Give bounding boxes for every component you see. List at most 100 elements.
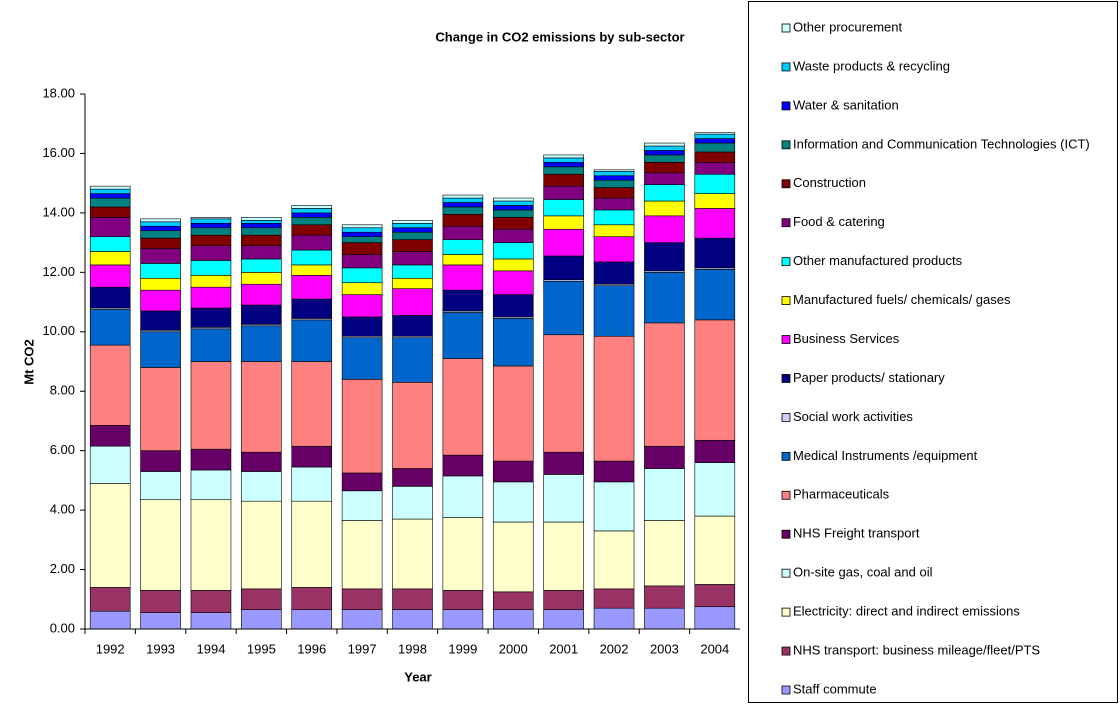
bar-segment (241, 220, 282, 224)
chart-title: Change in CO2 emissions by sub-sector (435, 29, 684, 44)
bar-segment (543, 185, 584, 200)
bar-segment (190, 218, 232, 224)
bar-segment (442, 590, 484, 610)
bar-segment (89, 483, 131, 588)
bar-segment (89, 193, 131, 199)
bar-segment (543, 162, 584, 168)
bar-segment (241, 325, 282, 362)
bar-segment (89, 217, 131, 237)
bar-segment (694, 269, 736, 321)
bar-segment (392, 251, 433, 266)
bar-segment (341, 337, 383, 380)
bar-segment (291, 587, 333, 610)
legend-label: Manufactured fuels/ chemicals/ gases (793, 292, 1011, 307)
bar-segment (89, 309, 131, 346)
bar-segment (694, 237, 736, 269)
bar-segment (543, 215, 584, 230)
bar-segment (140, 590, 181, 613)
bar-segment (341, 254, 383, 269)
bar-segment (442, 517, 484, 591)
bar-segment (291, 500, 333, 588)
bar-segment (644, 150, 685, 156)
bar-segment (644, 162, 685, 174)
bar-segment (644, 242, 685, 272)
bar-segment (140, 499, 181, 591)
bar-segment (492, 270, 534, 295)
bar-segment (392, 337, 433, 383)
y-tick-label: 0.00 (50, 620, 75, 635)
legend-swatch (781, 257, 791, 267)
y-tick-label: 2.00 (50, 561, 75, 576)
bar-segment (543, 255, 584, 281)
x-axis-label: Year (404, 669, 431, 684)
bar-segment (543, 154, 584, 159)
legend-label: Other manufactured products (793, 253, 963, 268)
bar-segment (392, 486, 433, 520)
bar-segment (442, 312, 484, 359)
bar-segment (291, 275, 333, 300)
bar-segment (543, 166, 584, 175)
legend-swatch (781, 101, 791, 111)
bar-segment (190, 260, 232, 276)
bar-segment (140, 612, 181, 630)
legend-swatch (781, 490, 791, 500)
bar-segment (190, 307, 232, 328)
legend-label: Waste products & recycling (793, 58, 950, 73)
bar-segment (442, 214, 484, 227)
bar-segment (694, 142, 736, 153)
bar-segment (190, 234, 232, 246)
bar-segment (291, 609, 333, 630)
bar-segment (593, 285, 635, 337)
bar-segment (442, 239, 484, 255)
bar-segment (694, 439, 736, 463)
bar-segment (190, 448, 232, 471)
bar-segment (392, 609, 433, 630)
bar-segment (492, 228, 534, 243)
bar-segment (543, 474, 584, 523)
bar-segment (442, 202, 484, 208)
legend-label: Construction (793, 175, 866, 190)
y-tick-label: 4.00 (50, 502, 75, 517)
bar-segment (492, 200, 534, 206)
legend-swatch (781, 413, 791, 422)
bar-segment (644, 520, 685, 587)
bar-segment (644, 607, 685, 630)
bar-segment (593, 170, 635, 177)
bar-segment (392, 468, 433, 487)
bar-segment (392, 288, 433, 316)
bar-segment (644, 468, 685, 521)
bar-segment (241, 217, 282, 221)
bar-segment (644, 585, 685, 609)
bar-segment (89, 445, 131, 484)
y-tick-label: 14.00 (42, 204, 75, 219)
legend-swatch (781, 568, 791, 578)
bar-segment (593, 209, 635, 226)
bar-segment (492, 481, 534, 523)
legend-label: NHS Freight transport (793, 526, 920, 541)
bar-segment (190, 227, 232, 236)
bar-segment (543, 451, 584, 475)
legend-label: Paper products/ stationary (793, 370, 945, 385)
y-axis-label: Mt CO2 (21, 339, 36, 385)
legend-swatch (781, 140, 791, 150)
legend-label: NHS transport: business mileage/fleet/PT… (793, 642, 1040, 657)
bar-segment (492, 294, 534, 318)
bar-segment (442, 289, 484, 312)
bar-segment (593, 187, 635, 199)
bar-segment (644, 200, 685, 217)
y-tick-label: 8.00 (50, 383, 75, 398)
legend-label: Water & sanitation (793, 97, 899, 112)
bar-segment (341, 224, 383, 229)
bar-segment (644, 184, 685, 202)
legend-label: Business Services (793, 331, 900, 346)
y-tick-label: 10.00 (42, 323, 75, 338)
bar-segment (694, 319, 736, 441)
bar-segment (644, 154, 685, 163)
bar-segment (140, 230, 181, 239)
legend-swatch (781, 296, 791, 305)
bar-segment (492, 258, 534, 272)
bar-segment (89, 185, 131, 190)
bar-segment (694, 138, 736, 144)
x-tick-label: 1998 (398, 641, 427, 656)
